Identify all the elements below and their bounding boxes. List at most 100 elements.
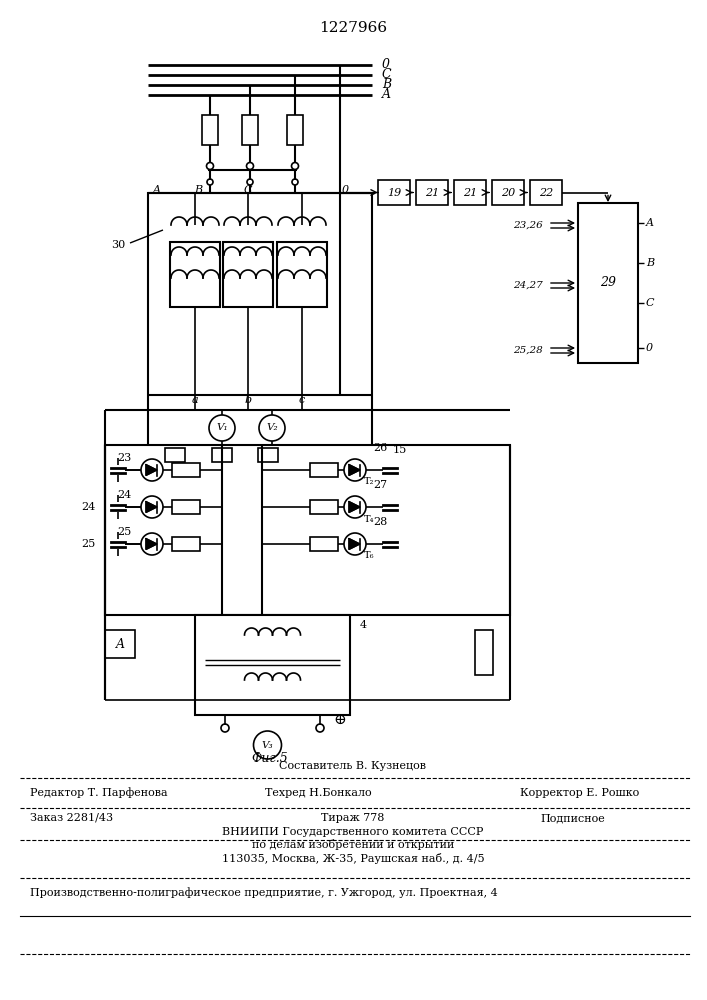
Bar [416,180,448,205]
Bar [310,500,338,514]
Text: 26: 26 [373,443,387,453]
Bar [454,180,486,205]
Text: Производственно-полиграфическое предприятие, г. Ужгород, ул. Проектная, 4: Производственно-полиграфическое предприя… [30,888,498,898]
Bar [223,242,273,307]
Text: Техред Н.Бонкало: Техред Н.Бонкало [265,788,372,798]
Text: 23: 23 [117,453,131,463]
Bar [492,180,524,205]
Text: 30: 30 [111,240,125,250]
Bar [202,115,218,145]
Polygon shape [349,502,360,512]
Text: 24: 24 [117,490,131,500]
Bar [287,115,303,145]
Text: 29: 29 [600,276,616,290]
Text: Заказ 2281/43: Заказ 2281/43 [30,813,113,823]
Text: V₂: V₂ [267,424,278,432]
Text: B: B [194,185,202,195]
Text: по делам изобретений и открытий: по делам изобретений и открытий [252,840,454,850]
Text: 1227966: 1227966 [319,21,387,35]
Circle shape [247,179,253,185]
Text: C: C [382,68,392,82]
Text: V₁: V₁ [216,424,228,432]
Bar [378,180,410,205]
Bar [105,445,510,615]
Text: 21: 21 [463,188,477,198]
Text: 27: 27 [373,480,387,490]
Bar [105,630,135,658]
Circle shape [259,415,285,441]
Polygon shape [349,464,360,476]
Text: 25: 25 [117,527,131,537]
Text: Подписное: Подписное [540,813,604,823]
Text: 24,27: 24,27 [513,280,543,290]
Text: b: b [245,395,252,405]
Text: a: a [192,395,198,405]
Text: Редактор Т. Парфенова: Редактор Т. Парфенова [30,788,168,798]
Circle shape [206,162,214,169]
Text: Корректор Е. Рошко: Корректор Е. Рошко [520,788,639,798]
Bar [212,448,232,462]
Text: 20: 20 [501,188,515,198]
Circle shape [209,415,235,441]
Text: C: C [244,185,252,195]
Text: 24: 24 [81,502,95,512]
Text: A: A [115,638,124,650]
Text: 15: 15 [393,445,407,455]
Text: ⊕: ⊕ [334,713,346,727]
Circle shape [344,459,366,481]
Text: 19: 19 [387,188,401,198]
Text: B: B [382,79,391,92]
Text: 0: 0 [382,58,390,72]
Circle shape [344,496,366,518]
Circle shape [247,162,254,169]
Text: Фиг.5: Фиг.5 [252,752,288,764]
Text: 28: 28 [373,517,387,527]
Text: 23,26: 23,26 [513,221,543,230]
Bar [242,115,258,145]
Bar [578,203,638,363]
Text: 25: 25 [81,539,95,549]
Circle shape [316,724,324,732]
Bar [310,463,338,477]
Text: A: A [153,185,161,195]
Polygon shape [146,464,157,476]
Text: T₄: T₄ [363,514,374,524]
Text: c: c [299,395,305,405]
Bar [195,615,350,715]
Text: 113035, Москва, Ж-35, Раушская наб., д. 4/5: 113035, Москва, Ж-35, Раушская наб., д. … [222,852,484,863]
Circle shape [344,533,366,555]
Text: 25,28: 25,28 [513,346,543,355]
Polygon shape [146,538,157,550]
Polygon shape [349,538,360,550]
Bar [172,537,200,551]
Text: 0: 0 [646,343,653,353]
Bar [172,463,200,477]
Text: 21: 21 [425,188,439,198]
Circle shape [254,731,281,759]
Bar [172,500,200,514]
Text: T₂: T₂ [364,478,374,487]
Text: B: B [646,258,654,268]
Circle shape [207,179,213,185]
Text: Составитель В. Кузнецов: Составитель В. Кузнецов [279,761,426,771]
Polygon shape [146,502,157,512]
Circle shape [141,533,163,555]
Text: 22: 22 [539,188,553,198]
Bar [475,630,493,675]
Circle shape [292,179,298,185]
Bar [165,448,185,462]
Bar [170,242,220,307]
Text: A: A [646,218,654,228]
Bar [530,180,562,205]
Text: ВНИИПИ Государственного комитета СССР: ВНИИПИ Государственного комитета СССР [222,827,484,837]
Text: 0: 0 [341,185,349,195]
Text: V₃: V₃ [262,740,274,750]
Text: T₆: T₆ [363,552,374,560]
Circle shape [141,496,163,518]
Bar [310,537,338,551]
Text: C: C [646,298,655,308]
Bar [148,193,372,453]
Circle shape [221,724,229,732]
Text: A: A [382,89,391,102]
Text: 4: 4 [360,620,367,630]
